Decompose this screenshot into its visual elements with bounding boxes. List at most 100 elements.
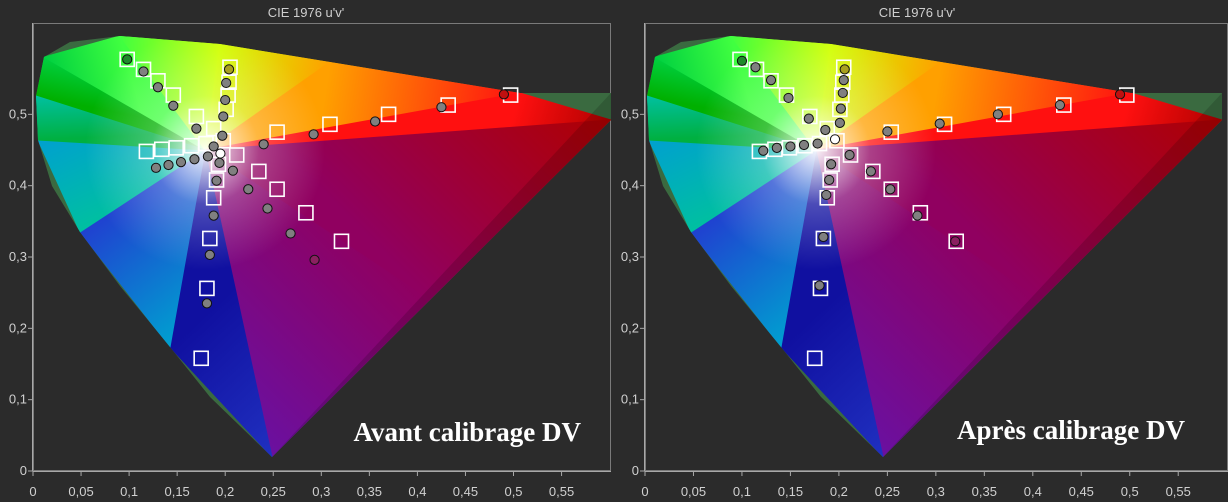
target-square xyxy=(819,120,836,137)
measured-point xyxy=(835,103,846,114)
target-square xyxy=(322,116,338,133)
measured-point xyxy=(152,82,164,93)
x-tick-label: 0,4 xyxy=(1024,484,1042,499)
target-square xyxy=(298,204,314,221)
measured-point xyxy=(227,165,238,176)
x-tick-label: 0,2 xyxy=(216,484,234,499)
measured-point xyxy=(736,55,748,66)
measured-point xyxy=(221,77,232,89)
chart-title: CIE 1976 u'v' xyxy=(268,5,345,20)
measured-point xyxy=(202,151,214,162)
measured-point xyxy=(168,100,179,111)
measured-point xyxy=(803,113,814,124)
target-square xyxy=(732,51,748,68)
measured-point xyxy=(821,189,832,201)
measured-point xyxy=(839,64,850,75)
measured-point xyxy=(208,210,219,221)
measured-point xyxy=(865,166,876,177)
x-tick-label: 0,1 xyxy=(733,484,751,499)
plot-frame xyxy=(33,23,611,471)
target-square xyxy=(948,233,965,250)
chart-caption: Avant calibrage DV xyxy=(354,417,582,447)
measured-point xyxy=(150,162,162,173)
measured-point xyxy=(201,298,213,309)
measured-point xyxy=(750,62,761,73)
target-square xyxy=(842,147,859,163)
measured-point xyxy=(758,145,769,156)
measured-point xyxy=(771,142,782,153)
y-tick-label: 0,4 xyxy=(621,178,639,193)
measured-point xyxy=(765,74,777,86)
measured-point xyxy=(834,117,845,128)
x-tick-label: 0,35 xyxy=(972,484,997,499)
x-tick-label: 0,15 xyxy=(164,484,189,499)
measured-point xyxy=(258,139,269,150)
measured-point xyxy=(285,228,296,239)
target-square xyxy=(228,147,245,163)
target-square xyxy=(138,143,155,160)
x-tick-label: 0,25 xyxy=(261,484,286,499)
measured-point xyxy=(950,236,961,247)
measured-point xyxy=(243,184,254,195)
measured-point xyxy=(122,54,133,65)
target-square xyxy=(781,140,798,156)
y-tick-label: 0,3 xyxy=(9,249,27,264)
measured-point xyxy=(163,159,174,171)
measured-point xyxy=(308,129,319,140)
target-square xyxy=(205,120,222,137)
target-square xyxy=(205,189,222,206)
x-tick-label: 0,4 xyxy=(408,484,426,499)
measured-point xyxy=(783,92,794,104)
measured-point xyxy=(138,66,149,77)
measured-point xyxy=(498,89,509,100)
measured-point xyxy=(885,184,896,195)
measured-point xyxy=(218,111,229,122)
target-square xyxy=(251,163,267,180)
y-tick-label: 0,5 xyxy=(9,106,27,121)
measured-point xyxy=(798,139,810,151)
target-square xyxy=(188,108,205,125)
chart-title: CIE 1976 u'v' xyxy=(879,5,956,20)
measured-point xyxy=(215,148,226,159)
measured-point xyxy=(838,74,849,86)
target-square xyxy=(199,280,215,297)
target-square xyxy=(829,132,845,149)
measured-point xyxy=(829,134,841,145)
measured-point xyxy=(785,141,796,152)
y-tick-label: 0,5 xyxy=(621,106,639,121)
y-tick-label: 0 xyxy=(20,463,27,478)
measured-point xyxy=(812,138,823,149)
chart-panel-after: CIE 1976 u'v' 0 0,05 0,1 0,15 0,2 0,25 0,3 0,35 0… xyxy=(621,5,1228,499)
target-square xyxy=(269,124,285,140)
target-square xyxy=(806,350,823,367)
target-square xyxy=(380,106,397,123)
target-square xyxy=(193,350,209,367)
measured-point xyxy=(214,157,225,168)
x-tick-label: 0,1 xyxy=(120,484,138,499)
measured-point xyxy=(820,124,831,136)
x-tick-label: 0,45 xyxy=(1069,484,1094,499)
measured-point xyxy=(1114,89,1126,100)
x-tick-label: 0 xyxy=(29,484,36,499)
x-tick-label: 0,3 xyxy=(312,484,330,499)
measured-point xyxy=(844,149,855,161)
measured-point xyxy=(211,175,222,186)
target-square xyxy=(202,230,218,247)
chart-caption: Après calibrage DV xyxy=(957,415,1185,445)
y-tick-label: 0,1 xyxy=(9,392,27,407)
y-tick-label: 0,2 xyxy=(621,320,639,335)
measured-point xyxy=(934,118,945,129)
x-tick-label: 0,5 xyxy=(504,484,522,499)
measured-point xyxy=(217,130,228,141)
x-tick-label: 0,15 xyxy=(778,484,803,499)
measured-point xyxy=(1054,99,1066,111)
measured-point xyxy=(223,64,235,75)
x-tick-label: 0,55 xyxy=(1166,484,1191,499)
measured-point xyxy=(837,87,848,99)
measured-point xyxy=(191,123,202,134)
measured-point xyxy=(992,109,1003,120)
target-square xyxy=(763,73,779,89)
y-tick-label: 0,2 xyxy=(9,320,27,335)
x-tick-label: 0,5 xyxy=(1121,484,1139,499)
measured-point xyxy=(220,94,231,106)
